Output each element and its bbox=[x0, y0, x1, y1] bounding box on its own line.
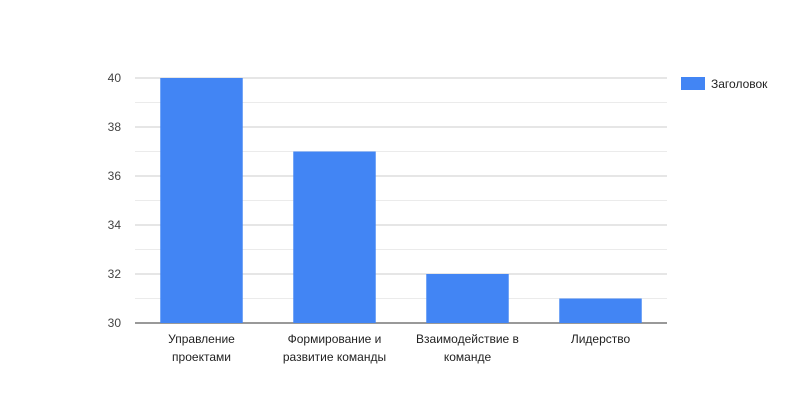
bars bbox=[160, 78, 642, 323]
y-tick-label: 32 bbox=[108, 267, 122, 281]
x-axis: Управление проектами Формирование и развити… bbox=[168, 332, 630, 364]
y-axis: 30 32 34 36 38 40 bbox=[108, 71, 122, 330]
y-tick-label: 34 bbox=[108, 218, 122, 232]
y-tick-label: 30 bbox=[108, 316, 122, 330]
x-tick-label: Взаимодействие в команде bbox=[416, 332, 519, 364]
y-tick-label: 36 bbox=[108, 169, 122, 183]
bar bbox=[559, 298, 642, 323]
bar bbox=[293, 151, 376, 323]
legend-label: Заголовок bbox=[711, 77, 768, 91]
y-tick-label: 38 bbox=[108, 120, 122, 134]
bar bbox=[160, 78, 243, 323]
x-tick-label: Управление проектами bbox=[168, 332, 235, 364]
x-tick-label: Лидерство bbox=[571, 332, 631, 346]
bar bbox=[426, 274, 509, 323]
legend: Заголовок bbox=[681, 77, 768, 91]
y-tick-label: 40 bbox=[108, 71, 122, 85]
x-tick-label: Формирование и развитие команды bbox=[283, 332, 386, 364]
legend-swatch bbox=[681, 77, 705, 90]
